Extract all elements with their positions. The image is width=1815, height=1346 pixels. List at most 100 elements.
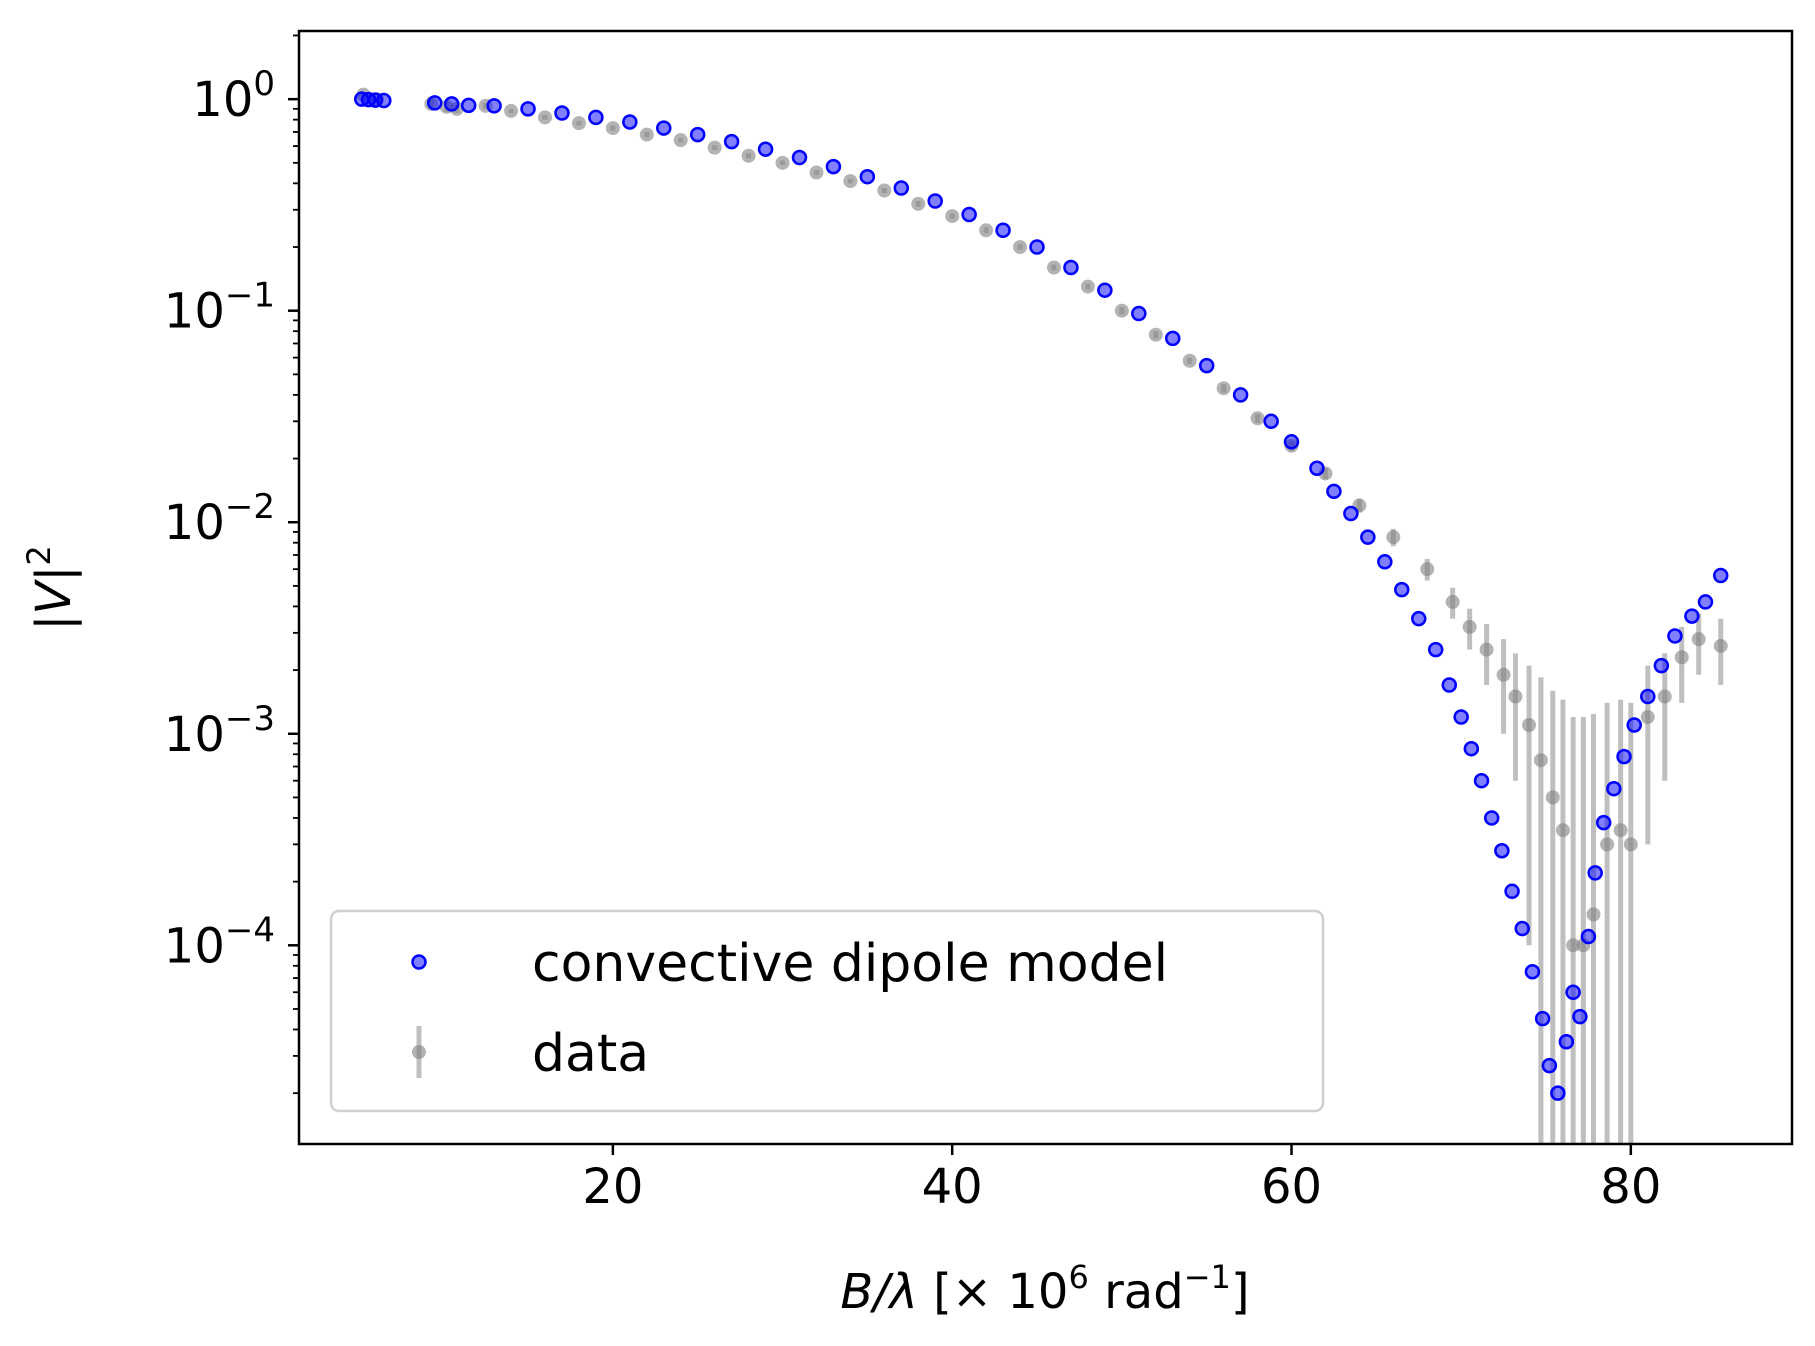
y-axis-label: |V|2	[20, 545, 82, 631]
legend-box	[329, 909, 1325, 1113]
model-point	[961, 206, 977, 223]
model-point	[622, 114, 638, 130]
data-series-points	[356, 87, 1728, 953]
data-point	[911, 196, 926, 211]
model-point	[1504, 883, 1520, 900]
model-point	[1534, 1010, 1551, 1027]
data-point	[1114, 303, 1129, 318]
data-point	[1674, 650, 1689, 665]
model-point	[1343, 505, 1359, 522]
model-point	[1263, 413, 1279, 430]
data-point	[1533, 753, 1548, 768]
data-point	[1522, 718, 1537, 733]
data-point	[979, 223, 994, 238]
data-point	[1586, 907, 1601, 922]
model-point	[791, 149, 808, 166]
model-point	[1411, 610, 1427, 627]
data-point	[1508, 689, 1523, 704]
model-point	[486, 98, 502, 114]
model-series-points	[354, 91, 1729, 1101]
model-point	[1441, 677, 1458, 693]
model-point	[1283, 434, 1300, 450]
data-point	[877, 183, 892, 198]
data-point	[639, 127, 654, 142]
data-point	[945, 209, 960, 224]
model-point	[656, 120, 672, 136]
y-tick-label: 10−1	[164, 276, 275, 340]
model-point	[689, 126, 706, 143]
model-point	[376, 92, 392, 109]
model-point	[1427, 641, 1444, 658]
model-point	[1198, 357, 1215, 374]
model-point	[1640, 688, 1656, 705]
x-axis-label: B/λ [× 106 rad−1]	[840, 1258, 1249, 1320]
model-point	[1616, 748, 1632, 765]
y-axis-ticks: 100 10−1 10−2 10−3 10−4	[164, 64, 299, 974]
data-point	[1462, 619, 1477, 634]
x-tick-label: 80	[1600, 1159, 1661, 1215]
model-point	[927, 193, 943, 209]
data-point	[538, 110, 553, 125]
model-point	[723, 133, 740, 150]
model-point	[1326, 483, 1342, 500]
model-point	[1684, 608, 1700, 624]
data-point	[1013, 240, 1028, 255]
model-point	[588, 109, 604, 126]
model-point	[1697, 594, 1714, 610]
data-point	[809, 165, 824, 180]
model-point	[1164, 330, 1181, 347]
data-point	[1386, 530, 1401, 545]
model-point	[460, 97, 477, 114]
data-point	[1713, 638, 1728, 653]
model-point	[1572, 1008, 1588, 1025]
model-point	[554, 105, 570, 121]
data-point	[1182, 353, 1197, 368]
legend-marker-model	[411, 954, 427, 970]
data-point	[673, 133, 688, 148]
data-point	[1046, 260, 1061, 275]
model-point	[1232, 387, 1249, 403]
model-point	[1550, 1085, 1566, 1101]
model-point	[1473, 772, 1490, 789]
data-point	[605, 121, 620, 136]
model-point	[1653, 657, 1670, 674]
model-point	[443, 96, 460, 112]
model-point	[1667, 628, 1683, 644]
model-point	[1029, 239, 1045, 255]
model-point	[1377, 554, 1393, 570]
y-tick-label: 10−2	[164, 487, 275, 551]
data-point	[1445, 594, 1460, 609]
data-point	[504, 103, 519, 118]
model-point	[1524, 963, 1541, 980]
plot-frame	[297, 29, 1794, 1146]
model-point	[859, 168, 876, 185]
model-point	[426, 95, 443, 111]
model-point	[1587, 865, 1603, 881]
model-point	[1097, 282, 1113, 298]
x-tick-label: 60	[1261, 1159, 1322, 1215]
model-point	[1394, 581, 1410, 598]
data-point	[1613, 823, 1628, 838]
model-point	[1131, 305, 1147, 322]
data-point	[1080, 279, 1095, 294]
data-point	[1566, 938, 1581, 953]
data-point	[1250, 411, 1265, 426]
data-point	[571, 116, 586, 131]
data-point	[1545, 790, 1560, 805]
legend-label-data: data	[532, 1024, 649, 1084]
y-tick-label: 10−3	[164, 699, 275, 763]
data-point	[741, 148, 756, 163]
data-point	[1600, 837, 1615, 852]
model-point	[1063, 259, 1079, 276]
data-point	[1640, 710, 1655, 725]
model-point	[1595, 814, 1612, 831]
model-point	[825, 158, 842, 175]
model-point	[1453, 709, 1469, 725]
data-point	[1555, 823, 1570, 838]
model-point	[1494, 842, 1510, 859]
x-tick-label: 40	[922, 1159, 983, 1215]
model-point	[1514, 920, 1530, 937]
data-point	[707, 140, 722, 155]
model-point	[1565, 984, 1581, 1000]
